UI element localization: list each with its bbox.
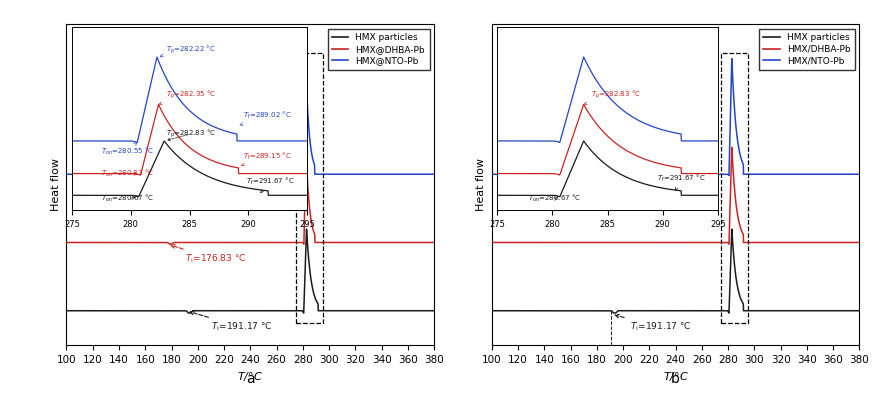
Text: $T_\mathrm{i}$=176.50 °C: $T_\mathrm{i}$=176.50 °C — [171, 176, 240, 197]
Text: $T_\mathrm{i}$=191.17 °C: $T_\mathrm{i}$=191.17 °C — [190, 311, 273, 333]
Text: $T_\mathrm{i}$=176.83 °C: $T_\mathrm{i}$=176.83 °C — [171, 245, 246, 265]
Bar — [721, 53, 749, 323]
Bar — [296, 53, 323, 323]
Text: b: b — [671, 373, 680, 386]
Text: $T_\mathrm{i}$=191.17 °C: $T_\mathrm{i}$=191.17 °C — [616, 314, 691, 333]
X-axis label: $T$/°C: $T$/°C — [663, 370, 688, 383]
X-axis label: $T$/°C: $T$/°C — [237, 370, 263, 383]
Y-axis label: Heat flow: Heat flow — [51, 158, 61, 211]
Legend: HMX particles, HMX/DHBA-Pb, HMX/NTO-Pb: HMX particles, HMX/DHBA-Pb, HMX/NTO-Pb — [758, 28, 855, 70]
Y-axis label: Heat flow: Heat flow — [476, 158, 486, 211]
Text: a: a — [246, 373, 254, 386]
Legend: HMX particles, HMX@DHBA-Pb, HMX@NTO-Pb: HMX particles, HMX@DHBA-Pb, HMX@NTO-Pb — [328, 28, 430, 70]
